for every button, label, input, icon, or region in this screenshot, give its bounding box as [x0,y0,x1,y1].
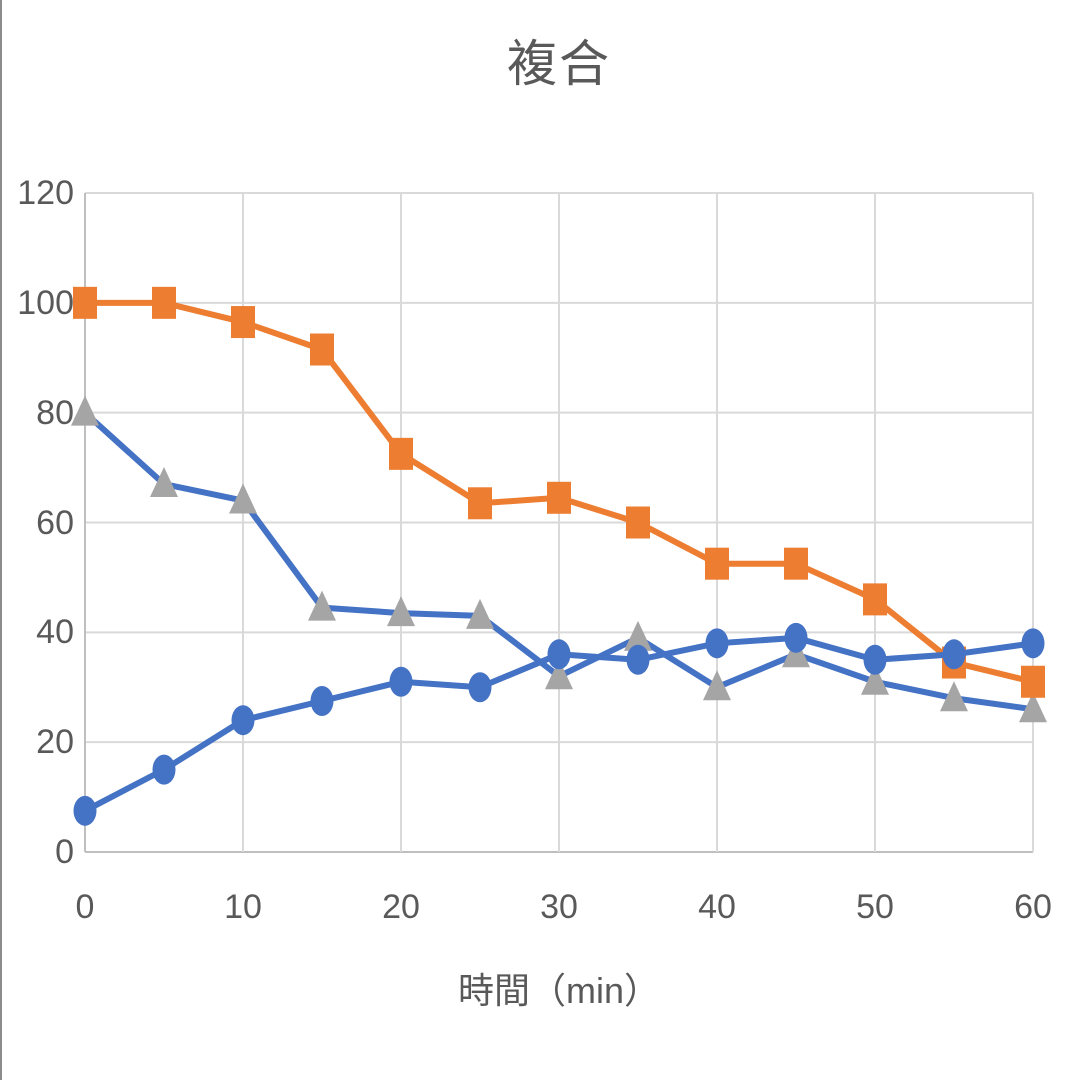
series-square-orange-marker [1021,665,1045,698]
series-square-orange-marker [73,286,97,319]
series-square-orange-marker [231,306,255,339]
series-circle-blue-marker [942,639,966,670]
series-circle-blue-marker [468,672,492,703]
series-circle-blue-marker [389,666,413,697]
y-tick-label: 80 [36,393,74,432]
x-tick-label: 50 [856,888,894,926]
chart-title: 複合 [507,36,611,92]
series-circle-blue-marker [784,622,808,653]
y-tick-label: 60 [36,503,74,542]
series-circle-blue-marker [626,644,650,675]
x-axis-title: 時間（min） [457,970,660,1011]
series-circle-blue-marker [231,705,255,736]
y-tick-label: 120 [17,174,74,212]
series-triangle-gray-marker [387,596,415,627]
series-circle-blue-marker [1021,628,1045,659]
series-square-orange-marker [152,286,176,319]
series-square-orange-marker [784,547,808,580]
series-square-orange-marker [626,506,650,539]
series-triangle-gray-marker [150,467,178,498]
series-circle-blue-marker [547,639,571,670]
series-triangle-gray-marker [71,395,99,426]
series-triangle-gray-marker [308,590,336,621]
series-triangle-gray-marker [940,681,968,712]
series-triangle-gray-marker [545,659,573,690]
series-circle-blue-marker [152,754,176,785]
series-square-orange-marker [705,547,729,580]
series-square-orange-marker [468,487,492,520]
left-border-line [0,0,2,1080]
x-tick-label: 10 [224,888,262,926]
series-square-orange-marker [389,437,413,470]
x-tick-label: 20 [382,888,420,926]
x-tick-label: 40 [698,888,736,926]
y-tick-label: 100 [17,283,74,322]
series-triangle-gray-marker [861,664,889,695]
series-circle-blue-marker [705,628,729,659]
series-circle-blue-marker [310,685,334,716]
series-triangle-gray-marker [466,598,494,629]
y-tick-label: 0 [55,833,74,871]
x-tick-label: 0 [75,888,95,926]
series-circle-blue-marker [73,795,97,826]
series-square-orange-marker [547,481,571,514]
series-triangle-gray-marker [703,670,731,701]
x-tick-label: 30 [540,888,578,926]
y-tick-label: 40 [36,613,74,652]
series-square-orange-marker [310,333,334,366]
series-square-orange-marker [863,583,887,616]
series-triangle-gray-marker [624,620,652,651]
series-circle-blue-marker [863,644,887,675]
y-tick-label: 20 [36,723,74,762]
x-tick-label: 60 [1014,888,1052,926]
series-triangle-gray-marker [1019,692,1047,723]
series-triangle-gray-marker [229,483,257,514]
